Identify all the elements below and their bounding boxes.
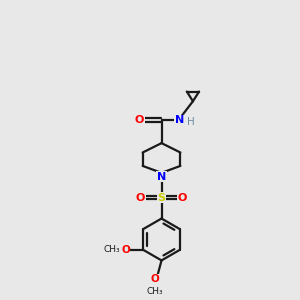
Text: N: N	[175, 115, 184, 125]
Text: O: O	[136, 193, 145, 202]
Text: N: N	[157, 172, 166, 182]
Text: O: O	[121, 245, 130, 255]
Text: CH₃: CH₃	[103, 245, 120, 254]
Text: O: O	[151, 274, 160, 284]
Text: H: H	[187, 117, 195, 127]
Text: O: O	[178, 193, 187, 202]
Text: O: O	[135, 115, 144, 125]
Text: S: S	[158, 193, 166, 202]
Text: CH₃: CH₃	[147, 287, 164, 296]
